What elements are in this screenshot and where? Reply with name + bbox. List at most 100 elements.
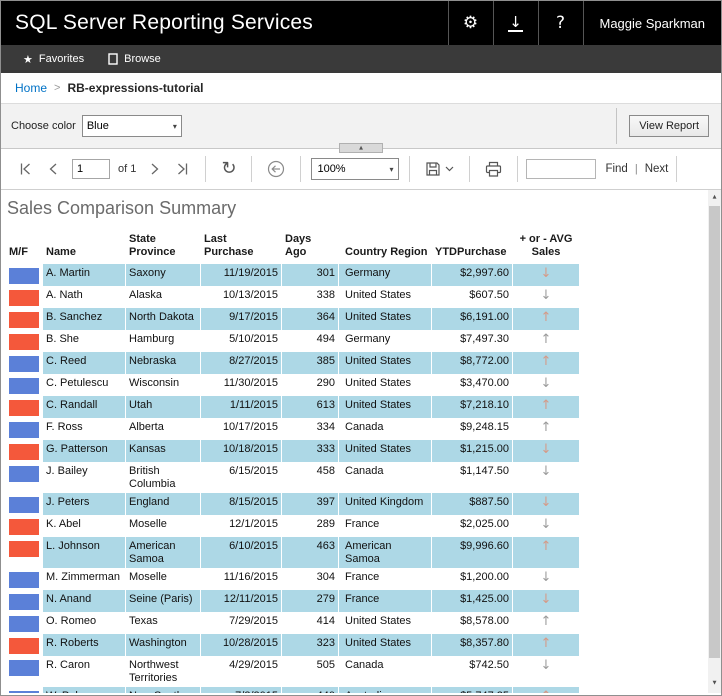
toolbar-separator	[469, 156, 471, 182]
table-row: R. Roberts Washington 10/28/2015 323 Uni…	[6, 634, 579, 656]
find-link[interactable]: Find	[605, 163, 628, 175]
cell-mf	[6, 537, 42, 568]
collapse-parameters-handle[interactable]: ▲	[339, 143, 383, 153]
gender-color-swatch	[9, 400, 39, 416]
trend-up-arrow-icon: ↑	[540, 332, 552, 347]
cell-last-purchase: 10/17/2015	[222, 421, 278, 433]
chevron-down-icon: ▾	[389, 164, 394, 174]
menu-bar: ★ Favorites Browse	[1, 45, 721, 73]
cell-days-ago: 613	[282, 396, 338, 418]
refresh-button[interactable]: ↻	[214, 156, 243, 182]
download-button[interactable]: ↓	[492, 1, 538, 45]
view-report-button[interactable]: View Report	[629, 115, 709, 137]
cell-state-province: American Samoa	[126, 537, 200, 568]
breadcrumb-separator: >	[54, 82, 61, 94]
help-button[interactable]: ?	[537, 1, 583, 45]
export-chevron-icon	[445, 166, 454, 172]
cell-ytdpurchase: $7,218.10	[432, 396, 512, 418]
column-header-name: Name	[46, 246, 76, 258]
back-button[interactable]	[260, 156, 292, 182]
cell-ytdpurchase: $1,425.00	[432, 590, 512, 612]
user-menu[interactable]: Maggie Sparkman	[582, 1, 722, 45]
cell-name: L. Johnson	[43, 537, 125, 568]
zoom-dropdown[interactable]: 100% ▾	[311, 158, 400, 180]
cell-ytdpurchase: $1,147.50	[460, 465, 509, 477]
cell-last-purchase: 12/1/2015	[229, 518, 278, 530]
cell-name: G. Patterson	[43, 440, 125, 462]
cell-last-purchase: 8/27/2015	[201, 352, 281, 374]
trend-down-arrow-icon: ↓	[540, 658, 552, 673]
cell-mf	[6, 352, 42, 374]
cell-mf	[6, 374, 42, 396]
scroll-up-button[interactable]: ▲	[708, 190, 721, 205]
table-row: J. Bailey British Columbia 6/15/2015 458…	[6, 462, 579, 493]
cell-days-ago: 463	[282, 537, 338, 568]
table-row: R. Caron Northwest Territories 4/29/2015…	[6, 656, 579, 687]
breadcrumb-home-link[interactable]: Home	[15, 81, 48, 95]
cell-state-province: Moselle	[129, 571, 167, 583]
gender-color-swatch	[9, 660, 39, 676]
column-header-avg-sales: + or - AVG Sales	[519, 233, 573, 258]
cell-trend: ↑	[513, 308, 579, 330]
cell-mf	[6, 687, 42, 693]
cell-trend: ↑	[513, 634, 579, 656]
save-icon	[425, 161, 441, 177]
cell-ytdpurchase: $607.50	[469, 289, 509, 301]
cell-name: R. Caron	[46, 659, 91, 671]
cell-country-region: Germany	[339, 264, 431, 286]
find-text-input[interactable]	[526, 159, 597, 179]
cell-mf	[6, 286, 42, 308]
table-row: W. Pal New South Wales 7/3/2015 440 Aust…	[6, 687, 579, 693]
settings-button[interactable]: ⚙	[447, 1, 493, 45]
next-link[interactable]: Next	[644, 163, 669, 175]
cell-state-province: Utah	[126, 396, 200, 418]
cell-trend: ↓	[513, 374, 579, 396]
back-icon	[267, 160, 285, 178]
cell-name: J. Peters	[43, 493, 125, 515]
first-page-button[interactable]	[11, 156, 40, 182]
cell-last-purchase: 8/15/2015	[201, 493, 281, 515]
scrollbar-thumb[interactable]	[709, 206, 720, 658]
cell-mf	[6, 656, 42, 687]
cell-trend: ↑	[513, 537, 579, 568]
breadcrumb: Home > RB-expressions-tutorial	[1, 73, 721, 104]
previous-page-icon	[47, 162, 59, 176]
cell-country-region: France	[339, 590, 431, 612]
trend-down-arrow-icon: ↓	[540, 517, 552, 532]
cell-name: C. Petulescu	[46, 377, 109, 389]
export-button[interactable]	[418, 156, 461, 182]
scroll-down-button[interactable]: ▼	[708, 676, 721, 691]
report-table-body: A. Martin Saxony 11/19/2015 301 Germany …	[6, 264, 579, 693]
menu-item-browse[interactable]: Browse	[96, 45, 173, 73]
cell-last-purchase: 6/15/2015	[229, 465, 278, 477]
cell-country-region: United States	[345, 615, 412, 627]
previous-page-button[interactable]	[40, 156, 66, 182]
cell-trend: ↑	[513, 687, 579, 693]
last-page-icon	[175, 162, 190, 176]
cell-mf	[6, 493, 42, 515]
last-page-button[interactable]	[168, 156, 197, 182]
gender-color-swatch	[9, 356, 39, 372]
cell-last-purchase: 7/29/2015	[229, 615, 278, 627]
next-page-icon	[149, 162, 161, 176]
menu-item-favorites[interactable]: ★ Favorites	[11, 45, 96, 73]
cell-ytdpurchase: $742.50	[469, 659, 509, 671]
next-page-button[interactable]	[142, 156, 168, 182]
trend-up-arrow-icon: ↑	[540, 636, 552, 651]
vertical-scrollbar[interactable]: ▲ ▼	[708, 190, 721, 693]
cell-last-purchase: 5/10/2015	[229, 333, 278, 345]
trend-up-arrow-icon: ↑	[540, 614, 552, 629]
print-button[interactable]	[478, 156, 509, 182]
gender-color-swatch	[9, 444, 39, 460]
cell-last-purchase: 11/30/2015	[223, 377, 278, 389]
toolbar-separator	[517, 156, 519, 182]
trend-up-arrow-icon: ↑	[540, 354, 552, 369]
cell-ytdpurchase: $7,497.30	[460, 333, 509, 345]
table-row: B. Sanchez North Dakota 9/17/2015 364 Un…	[6, 308, 579, 330]
color-dropdown[interactable]: Blue ▾	[81, 115, 182, 137]
cell-name: O. Romeo	[46, 615, 97, 627]
page-number-input[interactable]	[72, 159, 110, 179]
cell-days-ago: 333	[282, 440, 338, 462]
trend-down-arrow-icon: ↓	[540, 442, 552, 457]
cell-name: K. Abel	[46, 518, 81, 530]
